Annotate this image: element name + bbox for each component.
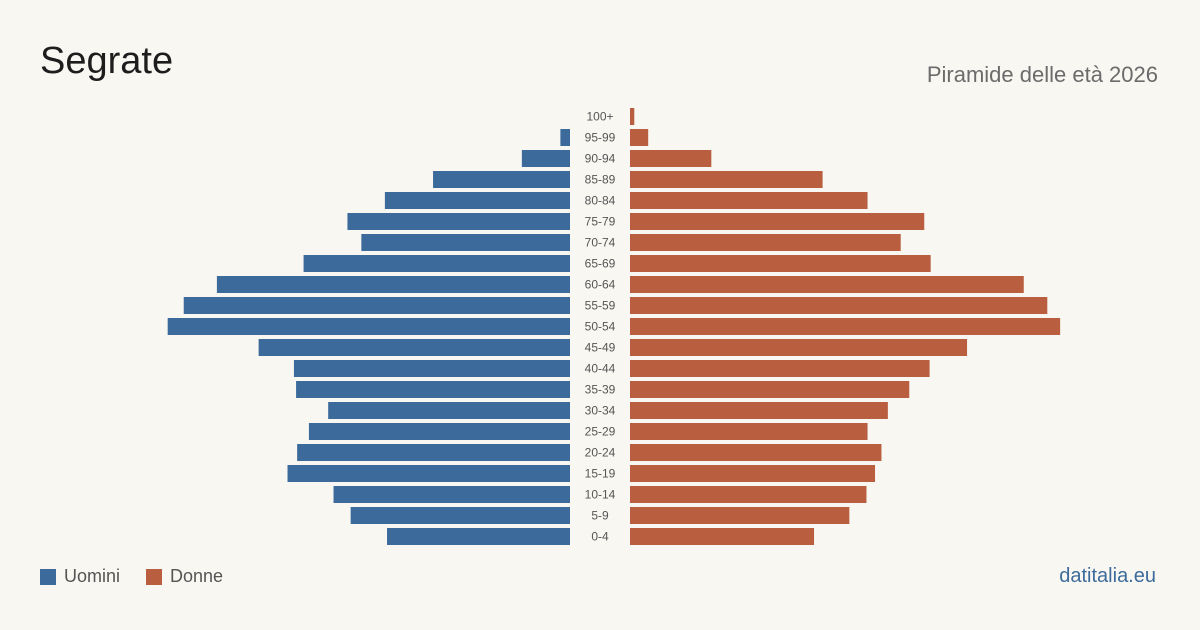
bar-men-85-89 xyxy=(433,171,570,188)
bar-women-45-49 xyxy=(630,339,968,356)
bar-men-80-84 xyxy=(384,192,570,209)
age-group-label: 75-79 xyxy=(585,215,616,229)
age-group-label: 85-89 xyxy=(585,173,616,187)
bar-women-30-34 xyxy=(630,402,888,419)
bar-men-15-19 xyxy=(287,465,570,482)
bar-women-20-24 xyxy=(630,444,882,461)
legend-item-women: Donne xyxy=(146,566,223,587)
legend-label-men: Uomini xyxy=(64,566,121,586)
bar-men-60-64 xyxy=(216,276,570,293)
bar-women-65-69 xyxy=(630,255,931,272)
bar-men-0-4 xyxy=(387,528,570,545)
bar-women-15-19 xyxy=(630,465,876,482)
bar-men-40-44 xyxy=(293,360,570,377)
age-group-label: 50-54 xyxy=(585,320,616,334)
bar-women-5-9 xyxy=(630,507,850,524)
bar-women-50-54 xyxy=(630,318,1061,335)
age-group-label: 60-64 xyxy=(585,278,616,292)
age-group-label: 95-99 xyxy=(585,131,616,145)
age-group-label: 70-74 xyxy=(585,236,616,250)
age-group-label: 45-49 xyxy=(585,341,616,355)
age-group-label: 65-69 xyxy=(585,257,616,271)
bar-women-85-89 xyxy=(630,171,823,188)
bar-men-70-74 xyxy=(361,234,570,251)
legend-label-women: Donne xyxy=(170,566,224,586)
bar-women-55-59 xyxy=(630,297,1048,314)
legend-swatch-women xyxy=(146,568,163,585)
age-group-label: 80-84 xyxy=(585,194,616,208)
bar-women-90-94 xyxy=(630,150,712,167)
bar-men-65-69 xyxy=(303,255,570,272)
bar-women-0-4 xyxy=(630,528,815,545)
bar-men-25-29 xyxy=(308,423,570,440)
bar-men-5-9 xyxy=(350,507,570,524)
age-group-label: 40-44 xyxy=(585,362,616,376)
age-group-label: 10-14 xyxy=(585,488,616,502)
bar-men-45-49 xyxy=(258,339,570,356)
bar-men-95-99 xyxy=(560,129,570,146)
age-group-label: 20-24 xyxy=(585,446,616,460)
age-group-label: 5-9 xyxy=(591,509,609,523)
legend-item-men: Uomini xyxy=(40,566,120,587)
bar-men-50-54 xyxy=(167,318,570,335)
age-group-label: 15-19 xyxy=(585,467,616,481)
bar-men-35-39 xyxy=(296,381,570,398)
age-group-label: 90-94 xyxy=(585,152,616,166)
age-group-label: 55-59 xyxy=(585,299,616,313)
bar-women-25-29 xyxy=(630,423,868,440)
age-group-label: 0-4 xyxy=(591,530,609,544)
bar-men-10-14 xyxy=(333,486,570,503)
bar-women-10-14 xyxy=(630,486,867,503)
bar-women-40-44 xyxy=(630,360,930,377)
age-group-label: 35-39 xyxy=(585,383,616,397)
bar-women-75-79 xyxy=(630,213,925,230)
bar-men-90-94 xyxy=(521,150,570,167)
age-group-label: 30-34 xyxy=(585,404,616,418)
legend-swatch-men xyxy=(40,568,56,585)
bar-men-30-34 xyxy=(328,402,570,419)
bar-men-20-24 xyxy=(297,444,570,461)
bar-women-35-39 xyxy=(630,381,910,398)
bar-women-70-74 xyxy=(630,234,901,251)
legend: Uomini Donne xyxy=(40,566,249,587)
bar-women-95-99 xyxy=(630,129,649,146)
bar-women-100+ xyxy=(630,108,635,125)
bar-men-75-79 xyxy=(347,213,570,230)
age-group-label: 25-29 xyxy=(585,425,616,439)
bar-women-60-64 xyxy=(630,276,1024,293)
age-group-label: 100+ xyxy=(586,110,613,124)
chart-subtitle: Piramide delle età 2026 xyxy=(926,62,1158,87)
bar-women-80-84 xyxy=(630,192,868,209)
page-title: Segrate xyxy=(40,40,174,82)
source-link[interactable]: datitalia.eu xyxy=(1059,565,1156,587)
bar-men-55-59 xyxy=(183,297,571,314)
